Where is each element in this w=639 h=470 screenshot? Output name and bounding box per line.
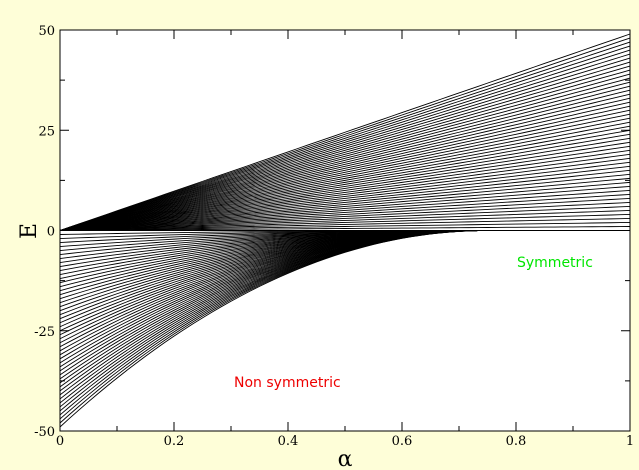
symmetric-line-33 <box>59 97 631 231</box>
symmetric-line-22 <box>59 141 631 231</box>
x-tick-label-1: 0.2 <box>164 434 185 449</box>
symmetric-line-25 <box>59 129 631 231</box>
symmetric-line-21 <box>59 145 631 231</box>
series-lines <box>59 33 631 428</box>
annotation-non-symmetric: Non symmetric <box>234 375 341 391</box>
symmetric-line-26 <box>59 125 631 231</box>
symmetric-line-27 <box>59 121 631 231</box>
symmetric-line-5 <box>59 210 631 231</box>
symmetric-line-6 <box>59 205 631 231</box>
symmetric-line-36 <box>59 85 631 231</box>
axis-tick-labels: 0 0.2 0.4 0.6 0.8 1 50 25 0 -25 -50 <box>34 24 634 449</box>
x-tick-label-5: 1 <box>626 434 634 449</box>
x-tick-label-3: 0.6 <box>392 434 413 449</box>
symmetric-line-10 <box>59 189 631 231</box>
x-tick-label-0: 0 <box>56 434 64 449</box>
symmetric-line-19 <box>59 153 631 231</box>
y-tick-label-1: 25 <box>38 124 55 139</box>
symmetric-line-20 <box>59 149 631 231</box>
symmetric-line-44 <box>59 53 631 231</box>
symmetric-line-30 <box>59 109 631 231</box>
symmetric-line-24 <box>59 133 631 231</box>
symmetric-line-15 <box>59 169 631 231</box>
x-tick-label-4: 0.8 <box>506 434 527 449</box>
symmetric-line-23 <box>59 137 631 231</box>
symmetric-line-31 <box>59 105 631 231</box>
symmetric-line-47 <box>59 41 631 231</box>
y-axis-label: E <box>17 223 42 239</box>
symmetric-line-17 <box>59 161 631 231</box>
symmetric-line-7 <box>59 201 631 231</box>
symmetric-line-35 <box>59 89 631 231</box>
symmetric-line-43 <box>59 57 631 231</box>
symmetric-line-4 <box>59 214 631 231</box>
x-tick-label-2: 0.4 <box>278 434 299 449</box>
y-tick-label-4: -50 <box>34 425 55 440</box>
symmetric-line-2 <box>59 222 631 231</box>
axis-ticks <box>59 29 631 432</box>
symmetric-line-48 <box>59 37 631 231</box>
symmetric-line-12 <box>59 181 631 231</box>
symmetric-line-16 <box>59 165 631 231</box>
symmetric-line-11 <box>59 185 631 231</box>
symmetric-line-9 <box>59 193 631 231</box>
symmetric-line-14 <box>59 173 631 231</box>
y-tick-label-3: -25 <box>34 325 55 340</box>
symmetric-line-18 <box>59 157 631 231</box>
symmetric-line-28 <box>59 117 631 231</box>
symmetric-line-34 <box>59 93 631 231</box>
symmetric-line-39 <box>59 73 631 231</box>
x-axis-label: α <box>338 447 353 470</box>
symmetric-line-38 <box>59 77 631 231</box>
symmetric-line-45 <box>59 49 631 231</box>
symmetric-line-41 <box>59 65 631 231</box>
y-tick-label-2: 0 <box>47 225 55 240</box>
symmetric-line-49 <box>59 33 631 231</box>
symmetric-line-37 <box>59 81 631 231</box>
symmetric-line-40 <box>59 69 631 231</box>
symmetric-line-29 <box>59 113 631 231</box>
non-symmetric-line-48 <box>59 230 630 428</box>
symmetric-line-42 <box>59 61 631 231</box>
symmetric-line-3 <box>59 218 631 231</box>
symmetric-line-46 <box>59 45 631 231</box>
y-tick-label-0: 50 <box>38 24 55 39</box>
symmetric-line-1 <box>59 226 631 231</box>
annotation-symmetric: Symmetric <box>517 255 593 271</box>
symmetric-line-8 <box>59 197 631 231</box>
symmetric-line-32 <box>59 101 631 231</box>
symmetric-line-13 <box>59 177 631 231</box>
